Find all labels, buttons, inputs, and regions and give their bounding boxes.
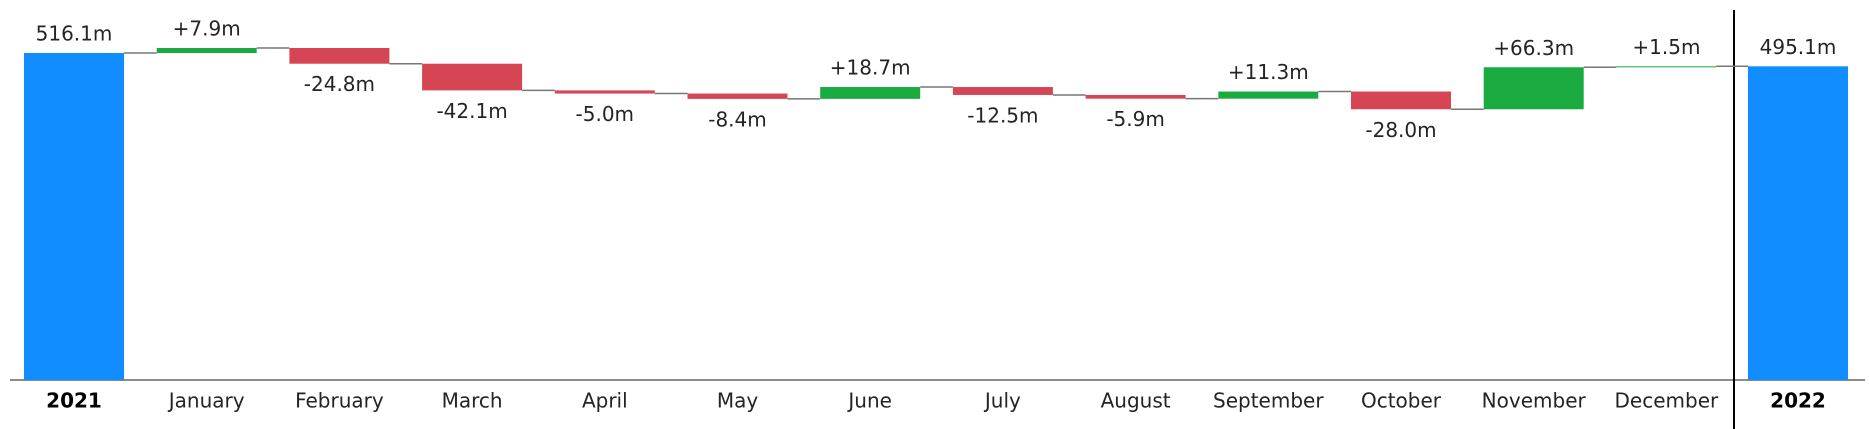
x-tick-label: April (582, 389, 628, 413)
x-tick-label: November (1482, 389, 1587, 413)
x-tick-label: 2021 (46, 389, 102, 413)
data-label: +11.3m (1228, 60, 1309, 84)
data-label: -24.8m (304, 72, 375, 96)
x-tick-label: August (1101, 389, 1171, 413)
bar (820, 87, 921, 99)
x-tick-label: December (1615, 389, 1719, 413)
bar (1351, 91, 1451, 110)
data-label: +1.5m (1632, 35, 1700, 59)
data-label: +66.3m (1493, 36, 1574, 60)
data-label: +7.9m (173, 17, 241, 41)
x-tick-label: June (846, 389, 892, 413)
x-tick-label: February (295, 389, 384, 413)
bar (1616, 66, 1717, 68)
data-label: -5.0m (576, 102, 635, 126)
bar (1748, 66, 1848, 381)
data-label: -28.0m (1365, 118, 1436, 142)
x-tick-label: May (717, 389, 759, 413)
bar (24, 53, 124, 381)
bar (687, 93, 788, 99)
x-tick-label: September (1213, 389, 1324, 413)
bar (1483, 67, 1584, 110)
x-tick-label: January (167, 389, 245, 413)
data-label: -12.5m (967, 103, 1038, 127)
data-label: +18.7m (830, 56, 911, 80)
data-label: -42.1m (436, 99, 507, 123)
bar (289, 48, 390, 64)
x-tick-label: July (983, 389, 1021, 413)
bar (156, 48, 257, 54)
bar (952, 87, 1053, 95)
x-tick-label: March (442, 389, 503, 413)
data-label: 516.1m (36, 22, 113, 46)
data-label: 495.1m (1760, 35, 1837, 59)
bar (554, 90, 655, 94)
x-tick-label: 2022 (1770, 389, 1826, 413)
data-label: -5.9m (1106, 107, 1165, 131)
bar (422, 63, 523, 91)
bar (1218, 91, 1319, 99)
x-tick-label: October (1361, 389, 1442, 413)
bar (1085, 94, 1186, 99)
data-label: -8.4m (708, 107, 767, 131)
